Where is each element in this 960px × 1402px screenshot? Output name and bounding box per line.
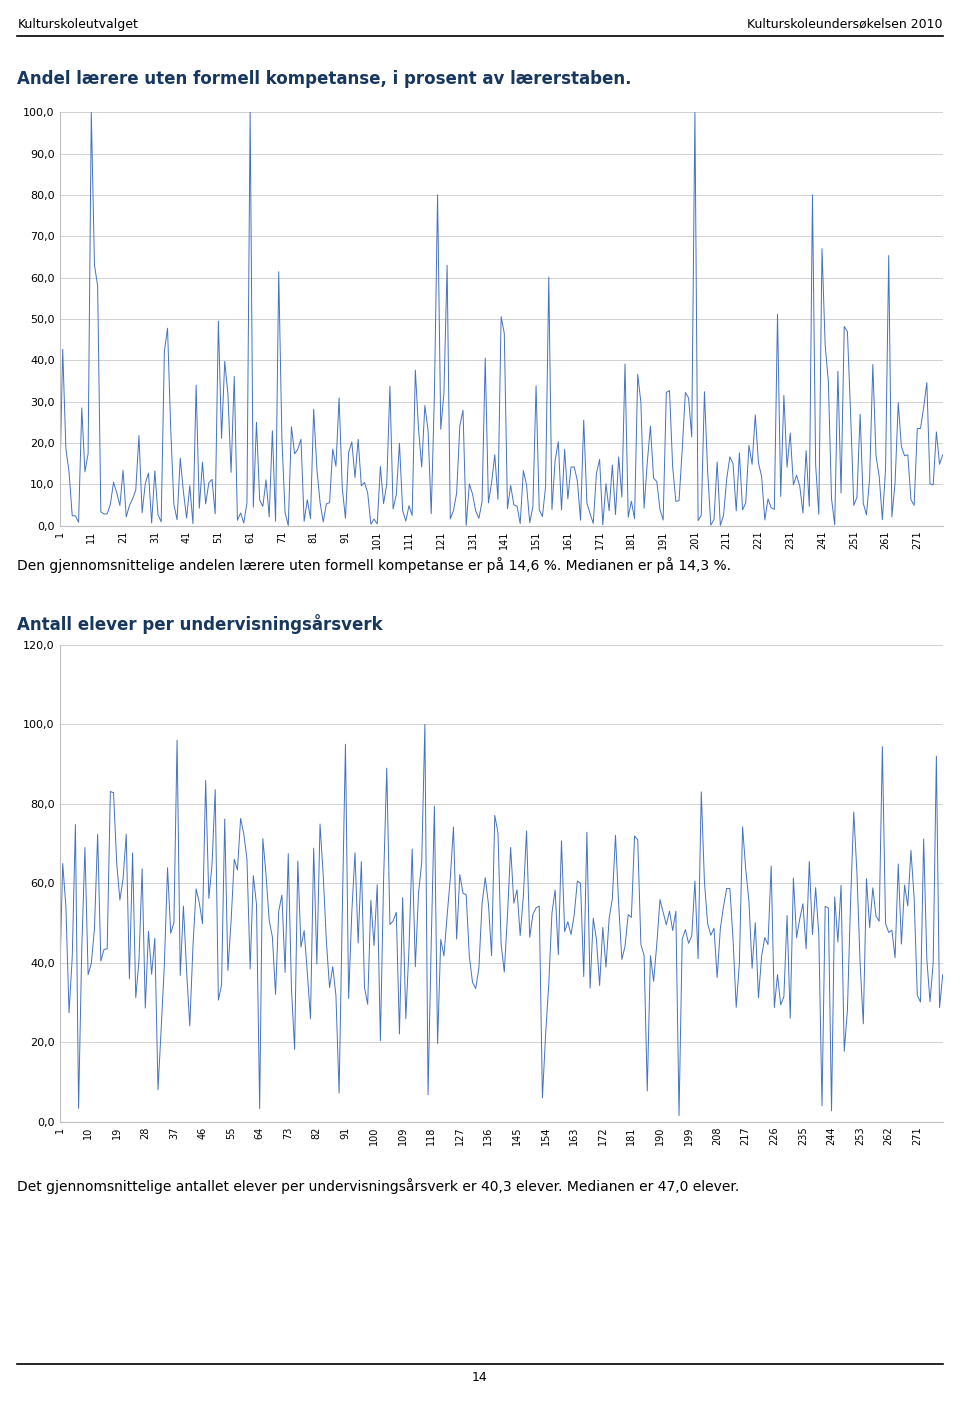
Text: Antall elever per undervisningsårsverk: Antall elever per undervisningsårsverk	[17, 614, 383, 634]
Text: Det gjennomsnittelige antallet elever per undervisningsårsverk er 40,3 elever. M: Det gjennomsnittelige antallet elever pe…	[17, 1178, 739, 1193]
Text: Andel lærere uten formell kompetanse, i prosent av lærerstaben.: Andel lærere uten formell kompetanse, i …	[17, 70, 632, 88]
Text: 14: 14	[472, 1371, 488, 1384]
Text: Kulturskoleutvalget: Kulturskoleutvalget	[17, 17, 138, 31]
Text: Kulturskoleundersøkelsen 2010: Kulturskoleundersøkelsen 2010	[747, 17, 943, 31]
Text: Den gjennomsnittelige andelen lærere uten formell kompetanse er på 14,6 %. Media: Den gjennomsnittelige andelen lærere ute…	[17, 557, 732, 572]
